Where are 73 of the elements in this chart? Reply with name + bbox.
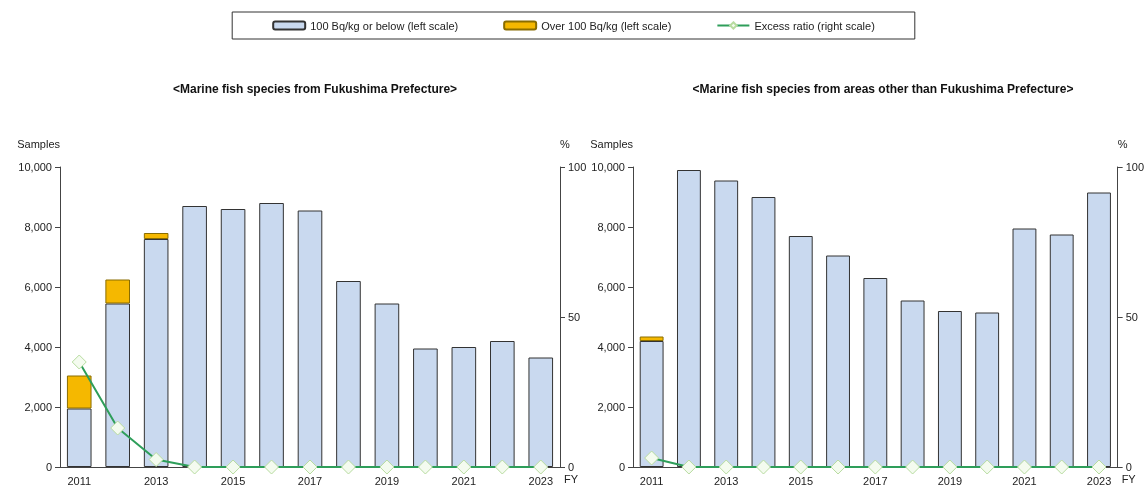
y-tick-label: 0 [45,461,52,473]
bar [826,255,850,467]
y-tick-label: 2,000 [24,401,52,413]
y2-tick-label: 100 [568,161,587,173]
bar [413,348,438,467]
bar [105,303,130,467]
bar [259,203,284,467]
y2-tick-label: 0 [568,461,575,473]
bar [937,311,962,467]
bar [66,375,92,409]
bar [336,281,361,467]
bar [714,180,739,467]
y-tick-label: 8,000 [24,221,52,233]
y-axis-title: Samples [17,137,61,150]
x-tick-label: 2011 [67,474,92,487]
x-tick-label: 2019 [374,474,400,487]
bar [66,408,92,467]
legend-label: 100 Bq/kg or below (left scale) [310,19,459,32]
bar [374,303,400,467]
bar [900,300,925,467]
bar [528,357,554,467]
bar [863,278,888,467]
y2-tick-label: 100 [1125,161,1145,173]
y2-tick-label: 50 [568,311,581,323]
y2-axis-title: % [1117,137,1128,150]
x-tick-label: 2023 [528,474,554,487]
x-tick-label: 2015 [788,474,813,487]
y-tick-label: 6,000 [24,281,52,293]
y-axis-title: Samples [590,137,634,150]
bar [451,347,477,467]
bar [490,341,515,467]
x-tick-label: 2019 [937,474,963,487]
x-tick-label: 2017 [297,474,323,487]
x-tick-label: 2023 [1086,474,1112,487]
y-tick-label: 2,000 [597,401,625,413]
bar [105,279,130,304]
y-tick-label: 10,000 [591,161,625,173]
legend-label: Over 100 Bq/kg (left scale) [541,19,672,32]
y2-axis-title: % [560,137,570,150]
x-axis-title: FY [1121,472,1137,485]
chart-title: <Marine fish species from areas other than Fukushima Prefecture> [692,82,1074,96]
y2-tick-label: 0 [1125,461,1132,473]
legend-label: Excess ratio (right scale) [754,19,875,32]
bar [639,336,664,341]
y2-tick-label: 50 [1125,311,1138,323]
x-tick-label: 2013 [143,474,169,487]
x-tick-label: 2021 [451,474,477,487]
bar [143,233,169,239]
bar [1012,228,1037,467]
x-tick-label: 2015 [220,474,246,487]
chart-title: <Marine fish species from Fukushima Prefecture> [172,82,458,96]
bar [1049,234,1074,467]
bar [297,210,323,467]
bar [639,341,664,467]
y-tick-label: 0 [618,461,625,473]
bar [182,206,207,467]
bar [220,209,246,467]
x-tick-label: 2017 [863,474,888,487]
x-tick-label: 2021 [1012,474,1037,487]
bar [676,170,701,467]
bar [143,239,169,467]
x-tick-label: 2011 [639,474,664,487]
bar [975,312,1000,467]
y-tick-label: 6,000 [597,281,625,293]
y-tick-label: 4,000 [24,341,52,353]
y-tick-label: 8,000 [597,221,625,233]
y-tick-label: 10,000 [18,161,52,173]
bar [788,236,813,467]
y-tick-label: 4,000 [597,341,625,353]
x-tick-label: 2013 [713,474,739,487]
x-axis-title: FY [564,472,579,485]
bar [1087,192,1111,467]
bar [751,197,776,467]
